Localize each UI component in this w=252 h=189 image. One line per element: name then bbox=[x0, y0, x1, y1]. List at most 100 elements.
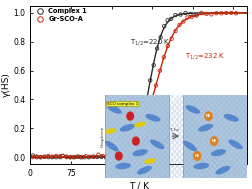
Circle shape bbox=[204, 111, 213, 121]
Ellipse shape bbox=[115, 163, 131, 169]
Point bbox=[200, 11, 204, 14]
Point bbox=[125, 152, 129, 155]
Point bbox=[177, 23, 181, 26]
Point bbox=[169, 17, 173, 20]
Circle shape bbox=[115, 151, 123, 161]
Point bbox=[72, 156, 76, 159]
Point bbox=[131, 144, 135, 147]
Point bbox=[136, 133, 140, 136]
Point bbox=[79, 156, 83, 159]
Ellipse shape bbox=[183, 141, 197, 151]
Point bbox=[166, 44, 170, 47]
Point bbox=[145, 99, 149, 102]
Point bbox=[194, 13, 198, 16]
FancyBboxPatch shape bbox=[105, 94, 169, 178]
Y-axis label: γ(HS): γ(HS) bbox=[2, 73, 11, 98]
Point bbox=[195, 14, 199, 17]
Point bbox=[113, 152, 117, 155]
Point bbox=[87, 156, 91, 159]
Text: T$_{1/2}$=220 K: T$_{1/2}$=220 K bbox=[131, 37, 171, 47]
Point bbox=[173, 14, 177, 17]
Ellipse shape bbox=[224, 114, 239, 122]
FancyBboxPatch shape bbox=[183, 94, 247, 178]
Point bbox=[72, 156, 76, 159]
Point bbox=[190, 15, 194, 19]
Point bbox=[84, 155, 88, 158]
Point bbox=[100, 155, 104, 158]
Ellipse shape bbox=[215, 166, 230, 174]
Point bbox=[50, 155, 54, 158]
Point bbox=[104, 156, 108, 159]
Point bbox=[219, 12, 223, 15]
Point bbox=[61, 155, 65, 158]
Point bbox=[148, 79, 152, 82]
Point bbox=[178, 13, 182, 16]
Point bbox=[61, 154, 65, 157]
Legend: Complex 1, Gr-SCO-A: Complex 1, Gr-SCO-A bbox=[32, 8, 88, 23]
Point bbox=[188, 12, 193, 15]
Ellipse shape bbox=[105, 141, 119, 151]
Ellipse shape bbox=[211, 149, 226, 156]
Point bbox=[68, 156, 72, 159]
Point bbox=[125, 149, 129, 152]
Point bbox=[128, 149, 132, 152]
Point bbox=[152, 64, 156, 67]
Point bbox=[224, 11, 228, 14]
Ellipse shape bbox=[185, 105, 200, 114]
Point bbox=[170, 37, 174, 40]
Text: HS: HS bbox=[212, 139, 217, 143]
Point bbox=[209, 13, 213, 16]
Point bbox=[147, 106, 151, 109]
Circle shape bbox=[193, 151, 201, 161]
Point bbox=[109, 155, 113, 158]
Point bbox=[43, 155, 47, 158]
Point bbox=[159, 36, 163, 39]
Point bbox=[155, 47, 159, 50]
Point bbox=[138, 131, 142, 134]
Point bbox=[76, 155, 80, 158]
Point bbox=[108, 154, 112, 157]
Text: HS: HS bbox=[206, 114, 211, 118]
Ellipse shape bbox=[228, 140, 243, 149]
Point bbox=[39, 156, 43, 159]
Point bbox=[144, 117, 148, 120]
Point bbox=[46, 154, 50, 157]
Point bbox=[35, 156, 39, 159]
Point bbox=[122, 151, 126, 154]
Point bbox=[134, 138, 138, 141]
Point bbox=[183, 12, 187, 15]
Point bbox=[97, 153, 101, 156]
Point bbox=[80, 156, 84, 159]
Point bbox=[154, 84, 158, 87]
Point bbox=[234, 12, 238, 15]
Point bbox=[43, 155, 47, 158]
Point bbox=[92, 155, 96, 158]
Point bbox=[50, 156, 54, 159]
Point bbox=[139, 123, 143, 126]
Point bbox=[54, 154, 58, 157]
Point bbox=[162, 56, 166, 59]
Point bbox=[31, 154, 35, 157]
Point bbox=[65, 156, 69, 159]
Point bbox=[35, 155, 39, 158]
Point bbox=[82, 156, 86, 159]
Point bbox=[174, 29, 178, 33]
Point bbox=[166, 19, 170, 22]
Point bbox=[135, 138, 139, 141]
Ellipse shape bbox=[120, 124, 135, 132]
Point bbox=[75, 155, 79, 158]
Point bbox=[131, 147, 135, 150]
Point bbox=[58, 155, 62, 158]
Point bbox=[64, 155, 68, 158]
Ellipse shape bbox=[145, 114, 161, 122]
Point bbox=[69, 156, 73, 159]
Circle shape bbox=[132, 136, 140, 146]
Text: SCO complex 1: SCO complex 1 bbox=[107, 102, 138, 106]
Point bbox=[54, 156, 58, 159]
Circle shape bbox=[210, 136, 218, 146]
Point bbox=[95, 156, 99, 159]
Text: T$_{1/2}$=232 K: T$_{1/2}$=232 K bbox=[185, 51, 225, 62]
Text: Graphene: Graphene bbox=[101, 125, 104, 147]
Point bbox=[118, 151, 122, 154]
Point bbox=[204, 12, 208, 15]
